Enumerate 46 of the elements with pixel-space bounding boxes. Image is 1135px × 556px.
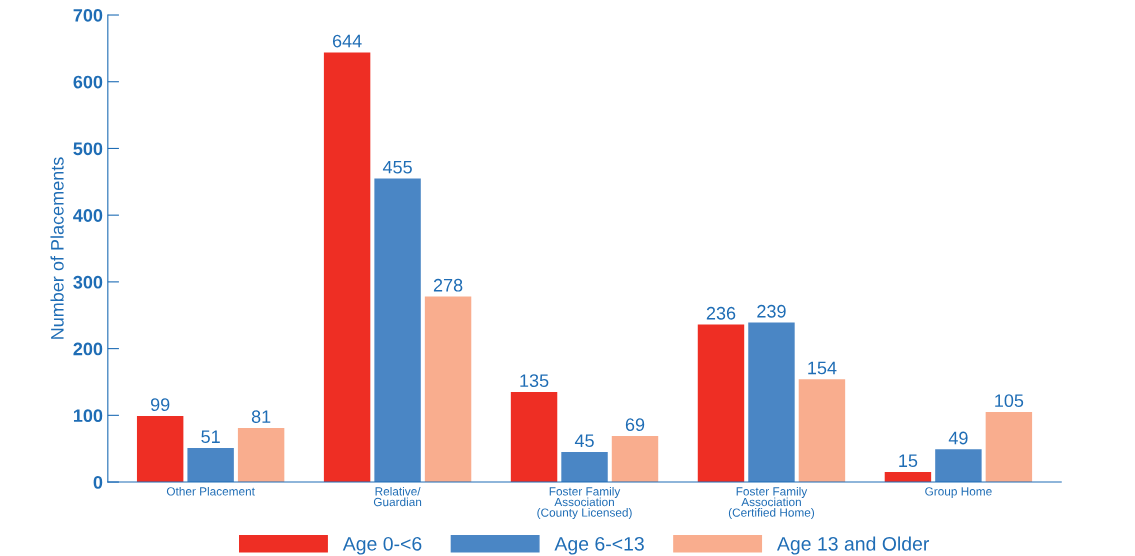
bar: [748, 322, 795, 483]
bar: [323, 52, 371, 483]
data-label: 81: [251, 410, 271, 424]
data-label: 45: [574, 434, 594, 448]
legend-label: Age 6-<13: [554, 536, 644, 555]
y-tick-label: 500: [73, 142, 103, 156]
y-tick-label: 400: [73, 209, 103, 222]
y-tick-label: 0: [93, 475, 103, 489]
data-label: 644: [332, 34, 362, 48]
x-tick-label: Group Home: [925, 487, 992, 498]
data-label: 99: [150, 398, 170, 412]
data-label: 69: [625, 418, 645, 432]
bar: [611, 436, 659, 483]
bar: [374, 178, 421, 483]
y-axis-title: Number of Placements: [50, 157, 64, 339]
bar: [510, 391, 558, 483]
bar: [424, 296, 472, 483]
bar: [798, 379, 846, 483]
data-label: 51: [201, 430, 220, 444]
data-label: 455: [382, 160, 412, 174]
legend-label: Age 0-<6: [342, 536, 422, 555]
bar: [697, 324, 745, 483]
data-label: 154: [808, 361, 837, 375]
bar: [985, 412, 1033, 483]
y-tick-label: 200: [73, 342, 103, 356]
data-label: 105: [995, 394, 1024, 408]
data-label: 239: [757, 304, 786, 318]
x-tick-label: Relative/ Guardian: [373, 486, 422, 507]
y-tick-label: 100: [73, 409, 103, 423]
data-label: 135: [520, 374, 549, 388]
data-label: 236: [706, 306, 736, 320]
y-tick-label: 600: [73, 75, 103, 89]
data-label: 49: [948, 431, 968, 445]
x-tick-label: Foster Family Association (County Licensed): [537, 486, 632, 520]
x-tick-label: Other Placement: [166, 486, 255, 496]
bar: [935, 449, 982, 483]
bar: [561, 452, 608, 483]
legend-label: Age 13 and Older: [776, 536, 930, 555]
y-tick-label: 700: [73, 8, 103, 22]
bar: [187, 448, 234, 483]
x-tick-label: Foster Family Association (Certified Home): [728, 486, 815, 520]
bar: [237, 428, 285, 483]
data-label: 15: [899, 454, 918, 468]
data-label: 278: [433, 278, 463, 292]
bar: [136, 416, 184, 483]
y-tick-label: 300: [73, 275, 103, 289]
